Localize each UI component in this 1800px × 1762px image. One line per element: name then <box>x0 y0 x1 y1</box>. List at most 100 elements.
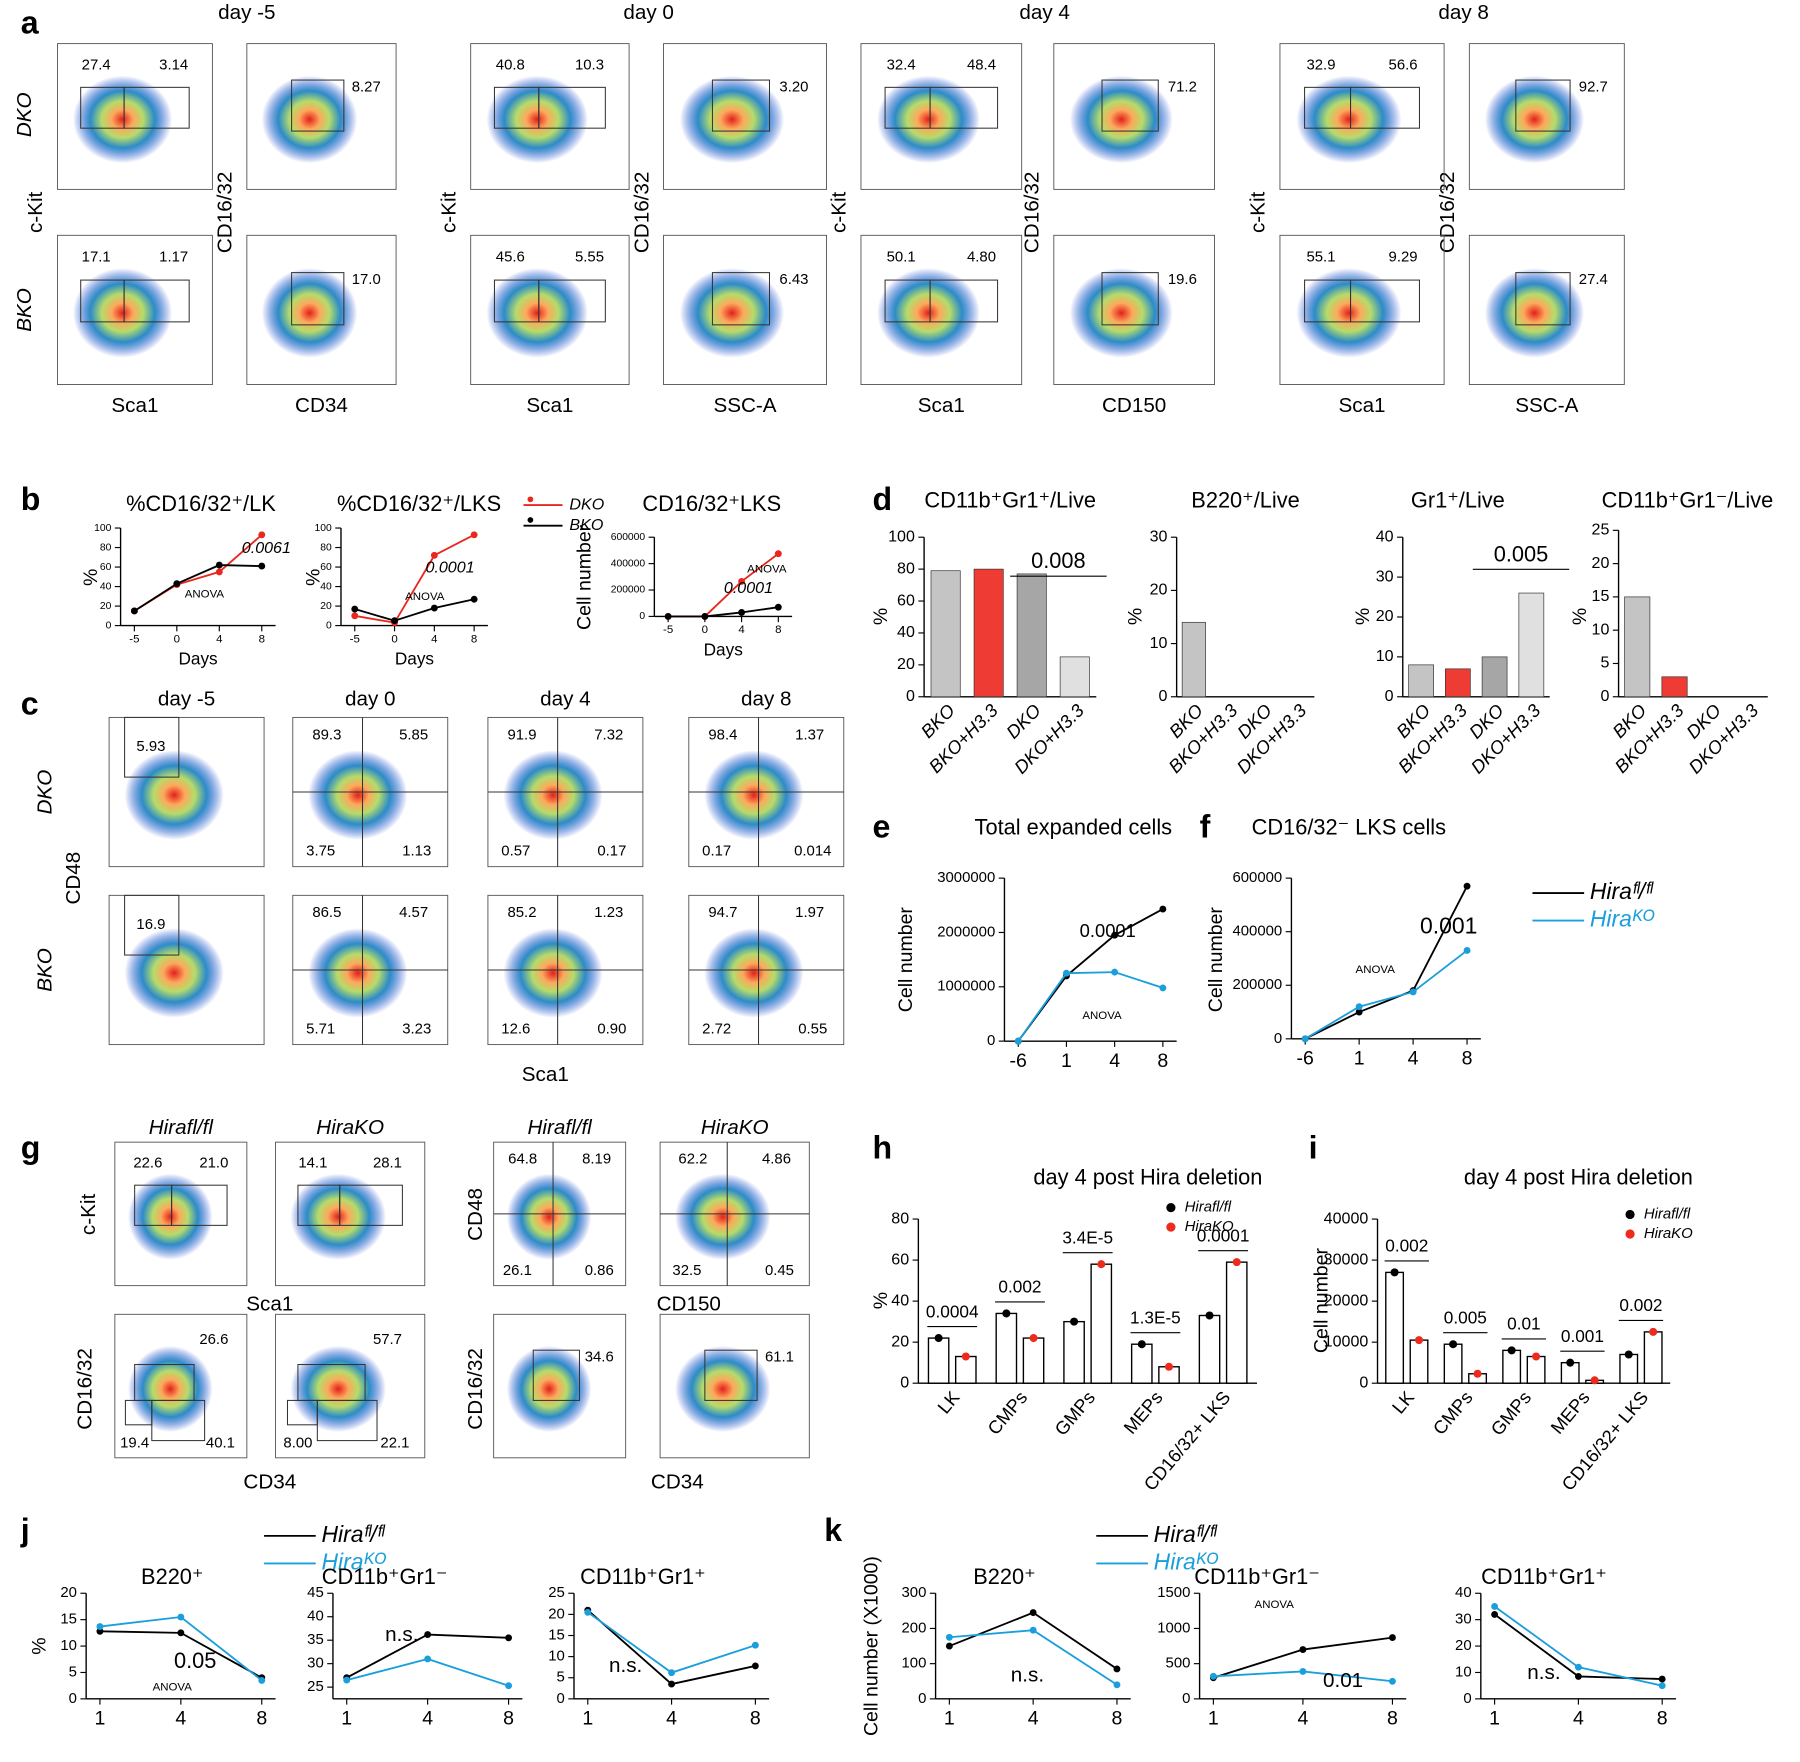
point <box>1463 882 1471 890</box>
plot-frame <box>246 43 397 190</box>
plot-frame <box>114 1313 248 1459</box>
plot-frame <box>56 43 213 190</box>
y-tick-label: 500 <box>1166 1655 1191 1672</box>
point <box>351 612 359 620</box>
gate <box>1515 79 1571 132</box>
y-axis-label: % <box>28 1637 50 1654</box>
column-header: Hirafl/fl <box>149 1116 215 1139</box>
y-tick-label: 40 <box>891 1291 909 1309</box>
density-cloud <box>290 1173 386 1260</box>
y-tick-label: 0 <box>326 620 332 631</box>
y-tick-label: 300 <box>902 1584 927 1601</box>
point <box>1658 1682 1666 1690</box>
bar <box>1661 676 1688 698</box>
gate-value: 3.23 <box>402 1021 431 1038</box>
point <box>1301 1035 1309 1043</box>
y-tick-label: 0 <box>639 611 645 622</box>
bar <box>995 1312 1018 1384</box>
x-tick-label: 4 <box>175 1708 186 1730</box>
y-tick-label: 1500 <box>1157 1584 1190 1601</box>
y-tick-label: 0 <box>1463 1690 1471 1707</box>
density-cloud <box>1296 268 1402 358</box>
gate <box>123 86 190 129</box>
bar-dot <box>1137 1340 1146 1349</box>
bar-dot <box>1164 1362 1174 1371</box>
point <box>470 531 478 539</box>
legend-label: Hirafl/fl <box>1644 1205 1691 1222</box>
gate-value: 91.9 <box>507 726 536 743</box>
x-tick-label: 1 <box>1061 1050 1072 1072</box>
y-tick-label: 3000000 <box>937 869 995 886</box>
bar-dot <box>1449 1340 1458 1349</box>
bar-dot <box>1649 1327 1658 1336</box>
y-tick-label: 200000 <box>1232 976 1282 993</box>
x-tick-label: LK <box>1388 1386 1419 1417</box>
point <box>177 1629 185 1637</box>
y-axis-label: % <box>1352 608 1374 625</box>
y-tick-label: 80 <box>891 1209 909 1227</box>
plot-frame <box>493 1313 627 1459</box>
y-tick-label: 0 <box>1182 1690 1190 1707</box>
gate-value: 22.1 <box>380 1434 409 1451</box>
gate-value: 3.75 <box>306 843 335 860</box>
point <box>751 1641 759 1649</box>
annotation: ANOVA <box>1255 1599 1295 1611</box>
axis-label: c-Kit <box>77 1194 100 1236</box>
axis-label: Sca1 <box>111 394 158 417</box>
gate-value: 71.2 <box>1168 78 1197 95</box>
density-cloud <box>503 928 603 1018</box>
gate-value: 34.6 <box>585 1348 614 1365</box>
point <box>424 1631 432 1639</box>
x-tick-label: 0 <box>391 633 397 645</box>
bar <box>1016 573 1047 698</box>
bar-dot <box>1590 1376 1599 1385</box>
column-header: day 0 <box>623 1 674 24</box>
density-cloud <box>486 75 588 164</box>
bar <box>1481 656 1508 698</box>
gate-value: 61.1 <box>765 1348 794 1365</box>
bar <box>1059 656 1090 698</box>
y-axis-label: Cell number <box>574 524 596 630</box>
density-cloud <box>261 268 358 358</box>
axis-label: CD48 <box>62 852 85 905</box>
bar <box>1624 596 1651 698</box>
chart-title: CD16/32⁻ LKS cells <box>1252 815 1447 840</box>
annotation: 0.001 <box>1561 1326 1604 1346</box>
plot-frame <box>663 43 827 190</box>
plot-frame <box>114 1141 248 1287</box>
gate <box>1350 279 1420 323</box>
y-tick-label: 0 <box>1274 1030 1282 1047</box>
axis-label: CD16/32 <box>464 1348 487 1430</box>
y-tick-label: 10 <box>60 1637 77 1654</box>
plot-frame <box>470 234 630 385</box>
y-tick-label: 10 <box>1150 634 1168 652</box>
y-tick-label: 100 <box>902 1655 927 1672</box>
chart-title: B220⁺ <box>141 1564 203 1589</box>
gate-value: 4.57 <box>399 904 428 921</box>
y-tick-label: 0 <box>69 1690 77 1707</box>
annotation: n.s. <box>1011 1663 1044 1686</box>
series-line <box>346 1658 509 1687</box>
y-tick-label: 400000 <box>1232 923 1282 940</box>
density-cloud <box>1296 75 1402 164</box>
plot-frame <box>56 234 213 385</box>
gate <box>124 716 180 778</box>
x-tick-label: 4 <box>666 1708 677 1730</box>
series-line <box>668 606 779 618</box>
point <box>668 1680 676 1688</box>
axis-label: c-Kit <box>1247 191 1270 233</box>
y-tick-label: 600000 <box>611 532 646 543</box>
axis-label: CD16/32 <box>1021 172 1044 254</box>
chart-title: day 4 post Hira deletion <box>1033 1165 1262 1190</box>
y-tick-label: 200000 <box>611 585 646 596</box>
gate-value: 57.7 <box>373 1331 402 1348</box>
gate-value: 0.55 <box>798 1021 827 1038</box>
axis-label: SSC-A <box>1515 394 1578 417</box>
plot-frame <box>659 1313 810 1459</box>
x-axis-label: Days <box>704 639 743 659</box>
bar-dot <box>1624 1350 1633 1359</box>
chart-title: CD11b⁺Gr1⁻ <box>1194 1564 1320 1589</box>
legend-label: Hiraᶠˡ/ᶠˡ <box>1590 878 1654 904</box>
legend-dot <box>527 496 534 503</box>
series-line <box>1304 885 1468 1040</box>
